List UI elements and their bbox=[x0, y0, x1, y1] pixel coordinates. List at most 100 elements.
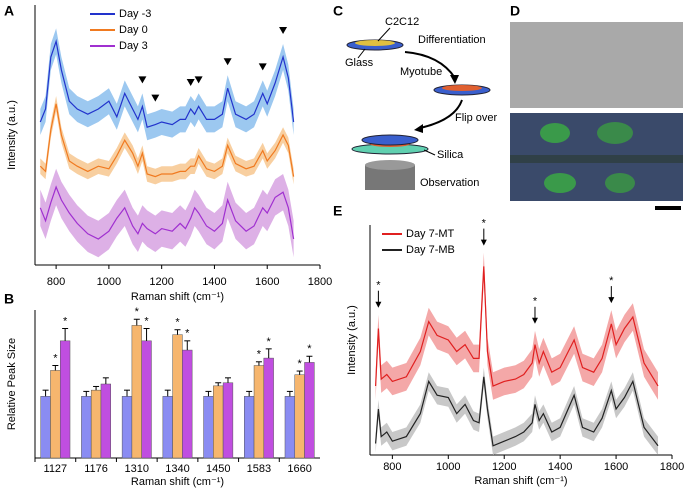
panel-label: E bbox=[333, 203, 342, 219]
peak-arrowhead bbox=[531, 317, 538, 324]
error-band bbox=[375, 252, 659, 400]
x-tick-label: 1200 bbox=[492, 461, 516, 473]
significance-star: * bbox=[53, 352, 58, 364]
nucleus bbox=[597, 122, 633, 144]
arrowhead bbox=[414, 124, 423, 133]
bar bbox=[172, 334, 183, 459]
significance-star: * bbox=[185, 328, 190, 340]
bar bbox=[284, 396, 296, 459]
bar bbox=[203, 396, 214, 459]
peak-star: * bbox=[376, 280, 381, 292]
glass-slide bbox=[361, 134, 419, 146]
spectrum-line bbox=[39, 103, 295, 178]
x-tick-label: 1400 bbox=[202, 276, 226, 288]
nucleus bbox=[540, 123, 570, 143]
bar bbox=[131, 325, 142, 459]
spectrum-line bbox=[39, 39, 295, 128]
peak-marker bbox=[279, 27, 288, 34]
myotube bbox=[442, 85, 482, 91]
bar bbox=[213, 385, 224, 459]
x-tick-label: 800 bbox=[47, 276, 65, 288]
bar bbox=[162, 396, 173, 459]
x-tick-label: 1600 bbox=[255, 276, 279, 288]
x-tick-label: 1450 bbox=[206, 463, 230, 475]
error-band bbox=[40, 28, 294, 141]
bar bbox=[90, 389, 102, 459]
x-tick-label: 1660 bbox=[287, 463, 311, 475]
micrographs: D bbox=[510, 3, 683, 210]
nucleus bbox=[544, 173, 576, 193]
pointer bbox=[377, 27, 391, 42]
x-axis-label: Raman shift (cm⁻¹) bbox=[474, 475, 567, 487]
x-tick-label: 1000 bbox=[97, 276, 121, 288]
bar bbox=[50, 370, 61, 459]
x-tick-label: 800 bbox=[383, 461, 401, 473]
x-tick-label: 1800 bbox=[308, 276, 332, 288]
y-axis-label: Relative Peak Size bbox=[6, 338, 18, 430]
cells bbox=[355, 40, 395, 46]
label: Silica bbox=[437, 149, 464, 161]
bar bbox=[304, 362, 315, 459]
diagram: C C2C12 Glass Differentiation Myotube Fl… bbox=[333, 3, 498, 190]
pointer bbox=[423, 149, 436, 156]
label: Myotube bbox=[400, 66, 442, 78]
bar bbox=[294, 374, 305, 459]
significance-star: * bbox=[307, 343, 312, 355]
peak-star: * bbox=[609, 275, 614, 287]
peak-marker bbox=[186, 79, 195, 86]
y-axis-label: Intensity (a.u.) bbox=[6, 100, 18, 170]
significance-star: * bbox=[267, 336, 272, 348]
significance-star: * bbox=[135, 306, 140, 318]
significance-star: * bbox=[144, 315, 149, 327]
bar bbox=[100, 383, 111, 459]
label: Glass bbox=[345, 57, 374, 69]
bar bbox=[182, 349, 193, 459]
pointer bbox=[357, 48, 366, 59]
significance-star: * bbox=[298, 358, 303, 370]
peak-arrowhead bbox=[480, 239, 487, 246]
label: Observation bbox=[420, 177, 479, 189]
error-band bbox=[375, 367, 659, 455]
bar bbox=[59, 340, 71, 459]
label: C2C12 bbox=[385, 16, 419, 28]
x-tick-label: 1340 bbox=[165, 463, 189, 475]
panel-label: A bbox=[4, 3, 14, 19]
peak-marker bbox=[223, 58, 232, 66]
panel-label: B bbox=[4, 291, 14, 307]
error-band bbox=[40, 96, 294, 185]
peak-arrowhead bbox=[608, 297, 615, 304]
legend-label: Day 3 bbox=[119, 40, 148, 52]
x-tick-label: 1583 bbox=[247, 463, 271, 475]
y-axis-label: Intensity (a.u.) bbox=[346, 305, 358, 375]
bar bbox=[263, 357, 274, 459]
peak-marker bbox=[194, 76, 203, 84]
x-tick-label: 1800 bbox=[660, 461, 684, 473]
label: Differentiation bbox=[418, 34, 486, 46]
bar bbox=[244, 396, 255, 459]
scale-bar bbox=[655, 206, 681, 210]
significance-star: * bbox=[175, 317, 180, 329]
significance-star: * bbox=[63, 315, 68, 327]
arrow bbox=[419, 99, 463, 129]
label: Flip over bbox=[455, 112, 498, 124]
brightfield-image bbox=[510, 22, 683, 108]
x-tick-label: 1000 bbox=[436, 461, 460, 473]
x-tick-label: 1310 bbox=[125, 463, 149, 475]
arrow bbox=[404, 51, 456, 79]
legend-label: Day -3 bbox=[119, 8, 151, 20]
x-axis-label: Raman shift (cm⁻¹) bbox=[131, 476, 224, 488]
x-axis-label: Raman shift (cm⁻¹) bbox=[131, 291, 224, 303]
bar bbox=[141, 340, 152, 459]
peak-star: * bbox=[482, 218, 487, 230]
peak-arrowhead bbox=[375, 301, 382, 308]
panel-label: C bbox=[333, 3, 343, 19]
bar bbox=[222, 382, 234, 459]
spectrum-line bbox=[374, 266, 659, 387]
bar bbox=[81, 396, 92, 459]
spectrum-line bbox=[374, 376, 659, 447]
arrowhead bbox=[450, 75, 459, 84]
peak-marker bbox=[258, 63, 267, 71]
legend-label: Day 0 bbox=[119, 24, 148, 36]
objective-top bbox=[365, 160, 415, 170]
